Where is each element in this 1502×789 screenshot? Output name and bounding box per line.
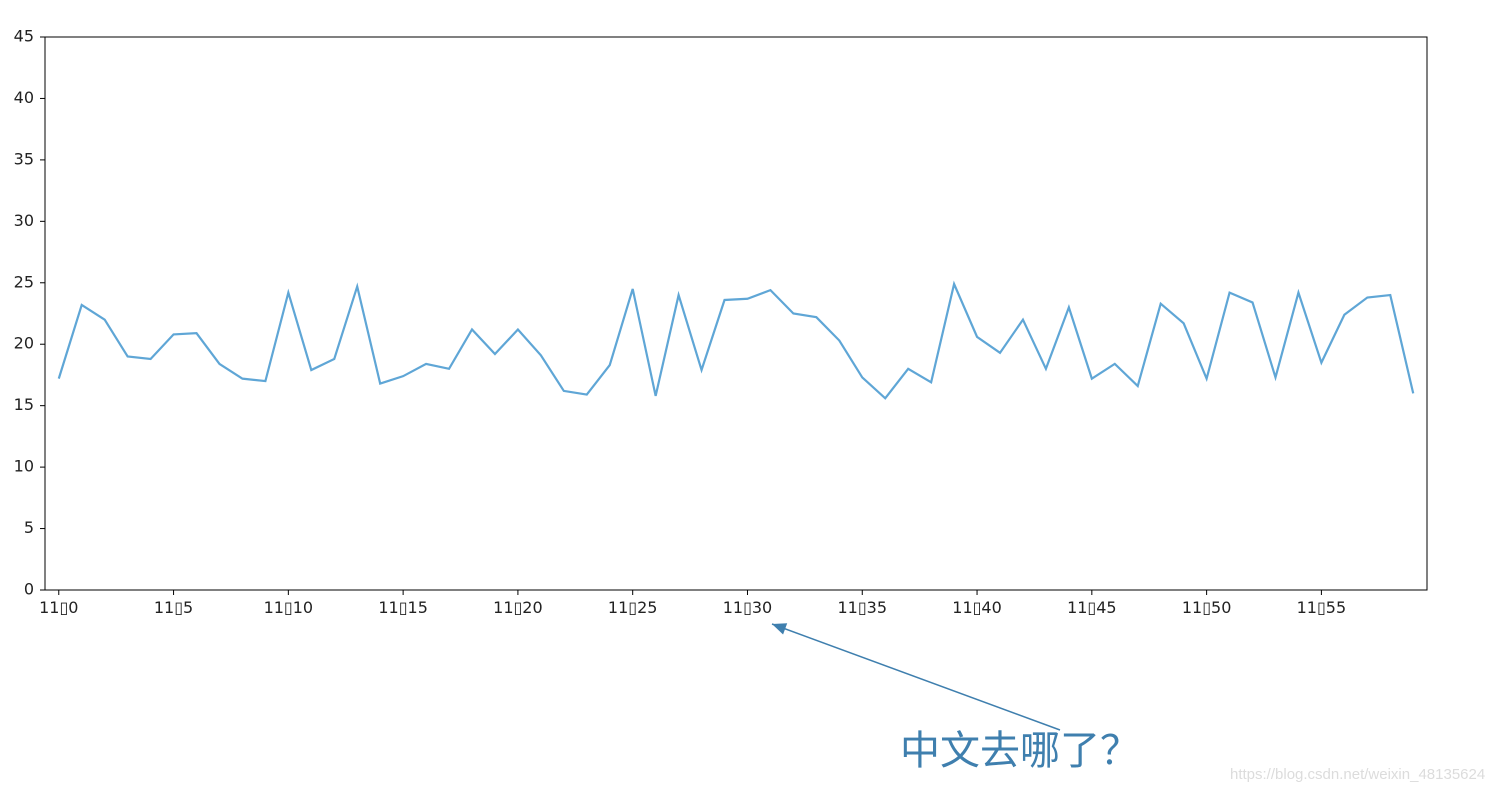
svg-text:11▯50: 11▯50 (1182, 598, 1232, 617)
svg-text:45: 45 (14, 27, 34, 46)
svg-text:11▯0: 11▯0 (39, 598, 78, 617)
line-chart: 0 5 10 15 20 25 30 35 40 45 11▯0 11▯5 11▯10 11▯15 11▯2… (0, 0, 1502, 789)
svg-text:11▯30: 11▯30 (723, 598, 773, 617)
svg-text:11▯25: 11▯25 (608, 598, 658, 617)
chart-container: 0 5 10 15 20 25 30 35 40 45 11▯0 11▯5 11▯10 11▯15 11▯2… (0, 0, 1502, 789)
svg-text:11▯45: 11▯45 (1067, 598, 1117, 617)
svg-text:35: 35 (14, 149, 34, 168)
svg-text:30: 30 (14, 211, 34, 230)
svg-text:20: 20 (14, 334, 34, 353)
svg-text:25: 25 (14, 272, 34, 291)
svg-text:11▯10: 11▯10 (264, 598, 314, 617)
svg-text:11▯20: 11▯20 (493, 598, 543, 617)
svg-text:11▯35: 11▯35 (837, 598, 887, 617)
svg-text:15: 15 (14, 395, 34, 414)
watermark-text: https://blog.csdn.net/weixin_48135624 (1230, 766, 1485, 783)
annotation-text: 中文去哪了？ (900, 718, 1140, 776)
svg-text:40: 40 (14, 88, 34, 107)
svg-text:11▯40: 11▯40 (952, 598, 1002, 617)
svg-text:11▯15: 11▯15 (378, 598, 428, 617)
svg-text:11▯5: 11▯5 (154, 598, 193, 617)
svg-text:0: 0 (24, 580, 34, 599)
svg-text:11▯55: 11▯55 (1297, 598, 1347, 617)
svg-text:5: 5 (24, 518, 34, 537)
svg-text:10: 10 (14, 457, 34, 476)
